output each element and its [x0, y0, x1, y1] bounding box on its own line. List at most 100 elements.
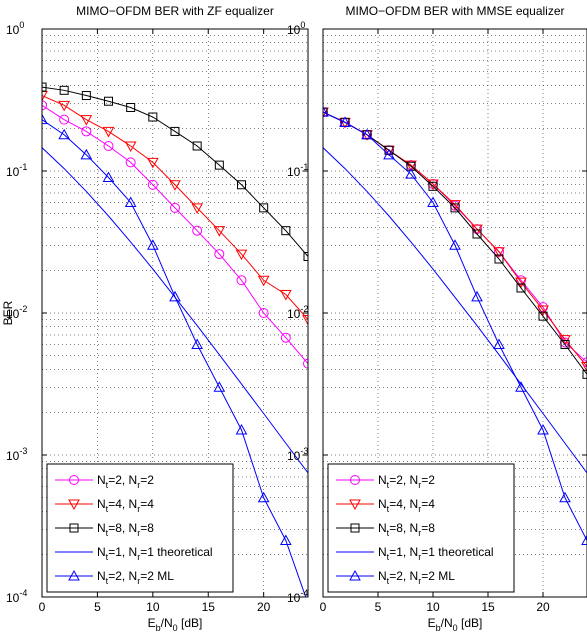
triangle-down-marker — [146, 157, 159, 169]
series-1 — [42, 91, 308, 326]
triangle-up-marker — [349, 569, 361, 581]
legend-part: =2 ML — [421, 569, 455, 583]
square-marker — [237, 180, 246, 190]
square-marker — [192, 141, 202, 151]
legend-label: Nt=1, Nr=1 theoretical — [378, 545, 494, 562]
legend-sub: t — [387, 528, 390, 538]
triangle-down-marker — [42, 91, 48, 102]
square-marker — [472, 229, 482, 239]
triangle-up-marker — [303, 598, 313, 607]
circle-marker — [192, 225, 203, 236]
circle-marker — [258, 308, 269, 318]
square-marker — [450, 203, 460, 213]
x-tick-label: 0 — [320, 600, 327, 614]
x-tick-label: 15 — [202, 600, 216, 614]
legend-part: =8, N — [389, 521, 418, 535]
square-marker — [59, 85, 69, 95]
legend-part: =2 ML — [140, 569, 174, 583]
y-tick-exponent: -4 — [300, 588, 308, 598]
circle-marker — [103, 140, 114, 151]
circle-marker — [59, 114, 70, 125]
triangle-down-marker — [493, 247, 505, 258]
legend-entry: Nt=2, Nr=2 — [336, 473, 435, 490]
legend-sub: t — [106, 480, 109, 490]
x-tick-label: 20 — [536, 600, 550, 614]
y-tick-label: 100 — [287, 20, 305, 37]
legend-entry: Nt=8, Nr=8 — [336, 521, 435, 538]
legend-label: Nt=2, Nr=2 — [378, 473, 435, 490]
circle-marker — [303, 358, 308, 369]
x-label-sub2: 0 — [173, 623, 178, 633]
series-3 — [323, 147, 587, 474]
triangle-down-marker — [257, 275, 270, 287]
y-axis-label: BER — [1, 300, 15, 325]
square-marker — [104, 96, 113, 106]
y-tick-base: 10 — [6, 449, 20, 463]
y-tick-label: 10-2 — [6, 304, 27, 321]
triangle-down-marker — [279, 289, 292, 301]
legend-sub: r — [418, 576, 421, 586]
legend-entry: Nt=8, Nr=8 — [55, 521, 154, 538]
triangle-down-marker — [68, 499, 80, 511]
square-marker — [406, 161, 416, 171]
triangle-down-marker — [213, 226, 226, 237]
y-tick-exponent: 0 — [300, 20, 305, 30]
legend-part: N — [378, 569, 387, 583]
circle-marker — [280, 332, 291, 343]
legend-entry: Nt=4, Nr=4 — [336, 497, 435, 514]
triangle-down-marker — [102, 126, 115, 138]
legend-label: Nt=4, Nr=4 — [378, 497, 435, 514]
legend-sub: r — [137, 480, 140, 490]
legend-part: N — [97, 473, 106, 487]
x-axis-label: Eb/N0 [dB] — [428, 616, 483, 633]
triangle-up-marker — [339, 116, 351, 127]
circle-marker — [236, 275, 247, 286]
triangle-up-marker — [124, 196, 137, 208]
triangle-up-marker — [146, 239, 159, 250]
x-label-mid: /N — [441, 616, 453, 630]
triangle-up-marker — [493, 338, 505, 350]
y-tick-exponent: -1 — [300, 162, 308, 172]
y-tick-label: 10-1 — [6, 162, 27, 179]
triangle-up-marker — [427, 196, 439, 208]
legend-label: Nt=2, Nr=2 ML — [378, 569, 455, 586]
triangle-down-marker — [235, 249, 248, 261]
triangle-up-marker — [169, 290, 181, 302]
series-line — [42, 104, 308, 364]
triangle-down-marker — [124, 141, 137, 153]
y-tick-exponent: -2 — [19, 304, 27, 314]
series-line — [42, 86, 308, 257]
triangle-down-marker — [191, 203, 204, 214]
x-tick-label: 0 — [39, 600, 46, 614]
triangle-down-marker — [169, 180, 181, 191]
x-tick-label: 10 — [426, 600, 440, 614]
square-marker — [350, 523, 360, 533]
x-label-base: E — [428, 616, 436, 630]
circle-marker — [516, 275, 526, 286]
triangle-up-marker — [471, 290, 483, 302]
y-tick-label: 10-4 — [287, 588, 308, 605]
square-marker — [560, 340, 570, 350]
legend-part: N — [97, 497, 106, 511]
y-tick-label: 10-1 — [287, 162, 308, 179]
y-tick-label: 10-3 — [6, 446, 27, 463]
x-tick-label: 5 — [375, 600, 382, 614]
triangle-up-marker — [58, 128, 71, 140]
legend-label: Nt=4, Nr=4 — [97, 497, 154, 514]
circle-marker — [214, 249, 225, 260]
chart-title: MIMO−OFDM BER with MMSE equalizer — [345, 4, 564, 18]
x-label-tail: [dB] — [458, 616, 483, 630]
y-tick-exponent: -4 — [19, 588, 27, 598]
y-tick-exponent: 0 — [19, 20, 24, 30]
legend-sub: t — [106, 528, 109, 538]
triangle-down-marker — [405, 160, 417, 172]
legend-sub: r — [418, 504, 421, 514]
legend: Nt=2, Nr=2Nt=4, Nr=4Nt=8, Nr=8Nt=1, Nr=1… — [46, 463, 234, 593]
square-marker — [494, 254, 504, 264]
circle-marker — [81, 126, 92, 137]
square-marker — [69, 523, 79, 533]
square-marker — [170, 126, 180, 136]
square-marker — [538, 311, 548, 321]
square-marker — [126, 103, 136, 113]
